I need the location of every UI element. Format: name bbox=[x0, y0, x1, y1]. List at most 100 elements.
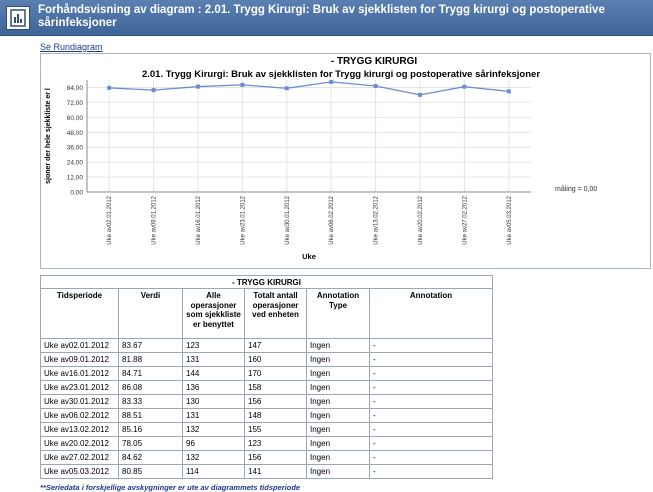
table-cell: 132 bbox=[182, 422, 245, 437]
table-cell: 123 bbox=[244, 436, 307, 451]
preview-titlebar: Forhåndsvisning av diagram : 2.01. Trygg… bbox=[0, 0, 653, 36]
table-cell: Uke av05.03.2012 bbox=[40, 464, 119, 479]
x-axis-label: Uke bbox=[302, 252, 316, 261]
chart-subtitle: 2.01. Trygg Kirurgi: Bruk av sjekklisten… bbox=[142, 69, 540, 80]
x-tick-label: Uke av13.02.2012 bbox=[374, 195, 380, 244]
table-cell: - bbox=[369, 408, 493, 423]
x-tick-label: Uke av02.01.2012 bbox=[107, 195, 113, 244]
table-cell: - bbox=[369, 394, 493, 409]
table-cell: 144 bbox=[182, 366, 245, 381]
table-row: Uke av20.02.2012 78.05 96 123 Ingen - bbox=[40, 436, 493, 451]
table-cell: Ingen bbox=[306, 352, 370, 367]
table-row: Uke av06.02.2012 88.51 131 148 Ingen - bbox=[40, 408, 493, 423]
table-cell: 170 bbox=[244, 366, 307, 381]
table-cell: - bbox=[369, 380, 493, 395]
data-point bbox=[240, 82, 245, 87]
y-axis-label: sjoner der hele sjekkliste er l bbox=[45, 88, 52, 184]
y-tick-label: 24,00 bbox=[67, 160, 84, 167]
table-cell: Uke av30.01.2012 bbox=[40, 394, 119, 409]
column-header: Tidsperiode bbox=[40, 288, 119, 339]
table-cell: 141 bbox=[244, 464, 307, 479]
annotation-label: måling = 0,00 bbox=[555, 185, 597, 193]
table-cell: - bbox=[369, 464, 493, 479]
column-header: Verdi bbox=[118, 288, 183, 339]
data-point bbox=[284, 86, 289, 91]
x-tick-label: Uke av20.02.2012 bbox=[418, 195, 424, 244]
table-cell: Uke av16.01.2012 bbox=[40, 366, 119, 381]
table-row: Uke av27.02.2012 84.62 132 156 Ingen - bbox=[40, 450, 493, 465]
column-header: Annotation bbox=[369, 288, 493, 339]
table-cell: 83.67 bbox=[118, 338, 183, 353]
table-row: Uke av05.03.2012 80.85 114 141 Ingen - bbox=[40, 464, 493, 479]
table-cell: Ingen bbox=[306, 422, 370, 437]
y-tick-label: 72,00 bbox=[67, 100, 84, 107]
table-cell: 148 bbox=[244, 408, 307, 423]
table-cell: 132 bbox=[182, 450, 245, 465]
table-cell: - bbox=[369, 450, 493, 465]
table-cell: 81.88 bbox=[118, 352, 183, 367]
table-cell: 131 bbox=[182, 408, 245, 423]
x-tick-label: Uke av09.01.2012 bbox=[152, 195, 158, 244]
table-cell: Uke av09.01.2012 bbox=[40, 352, 119, 367]
table-cell: Uke av23.01.2012 bbox=[40, 380, 119, 395]
table-row: Uke av09.01.2012 81.88 131 160 Ingen - bbox=[40, 352, 493, 367]
table-cell: Ingen bbox=[306, 394, 370, 409]
table-cell: - bbox=[369, 436, 493, 451]
see-pie-chart-link[interactable]: Se Rundiagram bbox=[40, 42, 103, 52]
data-point bbox=[196, 84, 200, 89]
table-row: Uke av13.02.2012 85.16 132 155 Ingen - bbox=[40, 422, 493, 437]
table-cell: 130 bbox=[182, 394, 245, 409]
y-tick-label: 36,00 bbox=[67, 145, 84, 152]
table-cell: 147 bbox=[244, 338, 307, 353]
report-icon bbox=[6, 6, 30, 30]
data-point bbox=[418, 92, 422, 97]
chart-svg: - TRYGG KIRURGI 2.01. Trygg Kirurgi: Bruk… bbox=[45, 56, 597, 261]
column-header: Alle operasjoner som sjekkliste er benyt… bbox=[182, 288, 245, 339]
table-row: Uke av23.01.2012 86.08 136 158 Ingen - bbox=[40, 380, 493, 395]
table-row: Uke av30.01.2012 83.33 130 156 Ingen - bbox=[40, 394, 493, 409]
table-cell: 96 bbox=[182, 436, 245, 451]
table-cell: Ingen bbox=[306, 366, 370, 381]
table-cell: Ingen bbox=[306, 464, 370, 479]
table-cell: Ingen bbox=[306, 380, 370, 395]
table-cell: 84.62 bbox=[118, 450, 183, 465]
table-cell: 80.85 bbox=[118, 464, 183, 479]
series-line bbox=[109, 81, 509, 96]
table-row: Uke av16.01.2012 84.71 144 170 Ingen - bbox=[40, 366, 493, 381]
window-title: Forhåndsvisning av diagram : 2.01. Trygg… bbox=[38, 4, 605, 29]
table-cell: - bbox=[369, 422, 493, 437]
table-cell: 85.16 bbox=[118, 422, 183, 437]
table-cell: Ingen bbox=[306, 408, 370, 423]
data-point bbox=[373, 84, 378, 89]
table-header-row: Tidsperiode Verdi Alle operasjoner som sje… bbox=[40, 288, 493, 339]
x-tick-label: Uke av16.01.2012 bbox=[196, 195, 202, 244]
table-cell: 88.51 bbox=[118, 408, 183, 423]
table-cell: Ingen bbox=[306, 338, 370, 353]
table-cell: 114 bbox=[182, 464, 245, 479]
y-tick-label: 60,00 bbox=[67, 115, 84, 122]
table-body: Uke av02.01.2012 83.67 123 147 Ingen - Uke av0… bbox=[40, 338, 493, 479]
table-cell: Ingen bbox=[306, 436, 370, 451]
column-header: Totalt antall operasjoner ved enheten bbox=[244, 288, 307, 339]
data-table: - TRYGG KIRURGI Tidsperiode Verdi Alle ope… bbox=[40, 275, 493, 479]
x-tick-label: Uke av05.03.2012 bbox=[507, 195, 513, 244]
table-cell: 156 bbox=[244, 450, 307, 465]
table-cell: - bbox=[369, 352, 493, 367]
x-tick-label: Uke av30.01.2012 bbox=[285, 195, 291, 244]
table-cell: Ingen bbox=[306, 450, 370, 465]
table-caption: - TRYGG KIRURGI bbox=[40, 275, 493, 289]
footnote: **Seriedata i forskjellige avskygninger … bbox=[40, 483, 301, 492]
table-cell: Uke av20.02.2012 bbox=[40, 436, 119, 451]
table-cell: Uke av13.02.2012 bbox=[40, 422, 119, 437]
table-cell: - bbox=[369, 338, 493, 353]
y-tick-label: 12,00 bbox=[67, 175, 84, 182]
table-cell: Uke av02.01.2012 bbox=[40, 338, 119, 353]
table-cell: 84.71 bbox=[118, 366, 183, 381]
y-tick-label: 84,00 bbox=[67, 85, 84, 92]
x-tick-label: Uke av06.02.2012 bbox=[329, 195, 335, 244]
data-point bbox=[462, 84, 467, 89]
table-cell: Uke av06.02.2012 bbox=[40, 408, 119, 423]
table-cell: 123 bbox=[182, 338, 245, 353]
chart-title: - TRYGG KIRURGI bbox=[331, 56, 418, 67]
table-cell: Uke av27.02.2012 bbox=[40, 450, 119, 465]
